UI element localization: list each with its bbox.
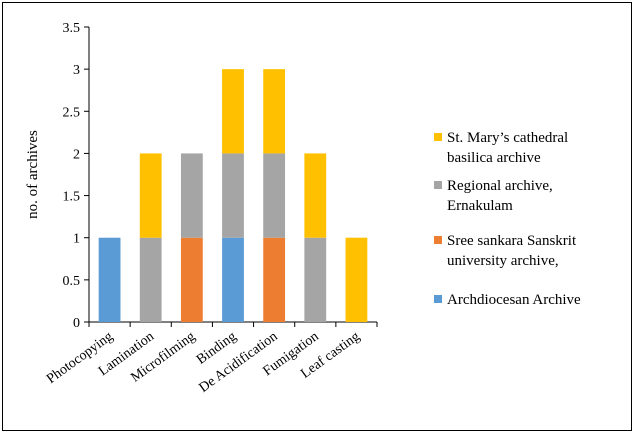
y-tick-label: 3 bbox=[73, 63, 80, 78]
y-tick-label: 1.5 bbox=[63, 190, 81, 205]
bar-segment-regional-archive-ernakulam bbox=[222, 153, 244, 238]
bar-segment-st-mary-s-cathedral-basilica-archive bbox=[263, 69, 286, 154]
legend-label: St. Mary’s cathedral basilica archive bbox=[447, 130, 568, 166]
legend-label: Regional archive, Ernakulam bbox=[447, 178, 553, 214]
y-tick-label: 3.5 bbox=[63, 21, 81, 36]
legend-label: Sree sankara Sanskrit university archive, bbox=[447, 233, 577, 269]
bar-segment-regional-archive-ernakulam bbox=[139, 237, 162, 322]
legend-swatch bbox=[434, 236, 442, 244]
y-tick-label: 1 bbox=[73, 232, 80, 247]
y-tick-label: 0.5 bbox=[63, 274, 81, 289]
legend-swatch bbox=[434, 295, 442, 303]
legend-label: Archdiocesan Archive bbox=[447, 292, 581, 308]
bar-segment-sree-sankara-sanskrit-university-archive bbox=[180, 237, 203, 322]
legend-swatch bbox=[434, 133, 442, 141]
bar-segment-regional-archive-ernakulam bbox=[304, 237, 327, 322]
bar-segment-regional-archive-ernakulam bbox=[180, 153, 203, 238]
y-tick-label: 0 bbox=[73, 316, 80, 331]
bar-segment-st-mary-s-cathedral-basilica-archive bbox=[345, 237, 368, 322]
bar-segment-st-mary-s-cathedral-basilica-archive bbox=[139, 153, 162, 238]
bar-segment-archdiocesan-archive bbox=[222, 237, 244, 322]
bar-segment-st-mary-s-cathedral-basilica-archive bbox=[304, 153, 327, 238]
bar-segment-regional-archive-ernakulam bbox=[263, 153, 286, 238]
bar-segment-archdiocesan-archive bbox=[98, 237, 121, 322]
y-tick-label: 2.5 bbox=[63, 105, 81, 120]
legend-swatch bbox=[434, 181, 442, 189]
y-axis-title: no. of archives bbox=[25, 130, 41, 219]
bar-segment-st-mary-s-cathedral-basilica-archive bbox=[222, 69, 244, 154]
bar-segment-sree-sankara-sanskrit-university-archive bbox=[263, 237, 286, 322]
y-tick-label: 2 bbox=[73, 147, 80, 162]
